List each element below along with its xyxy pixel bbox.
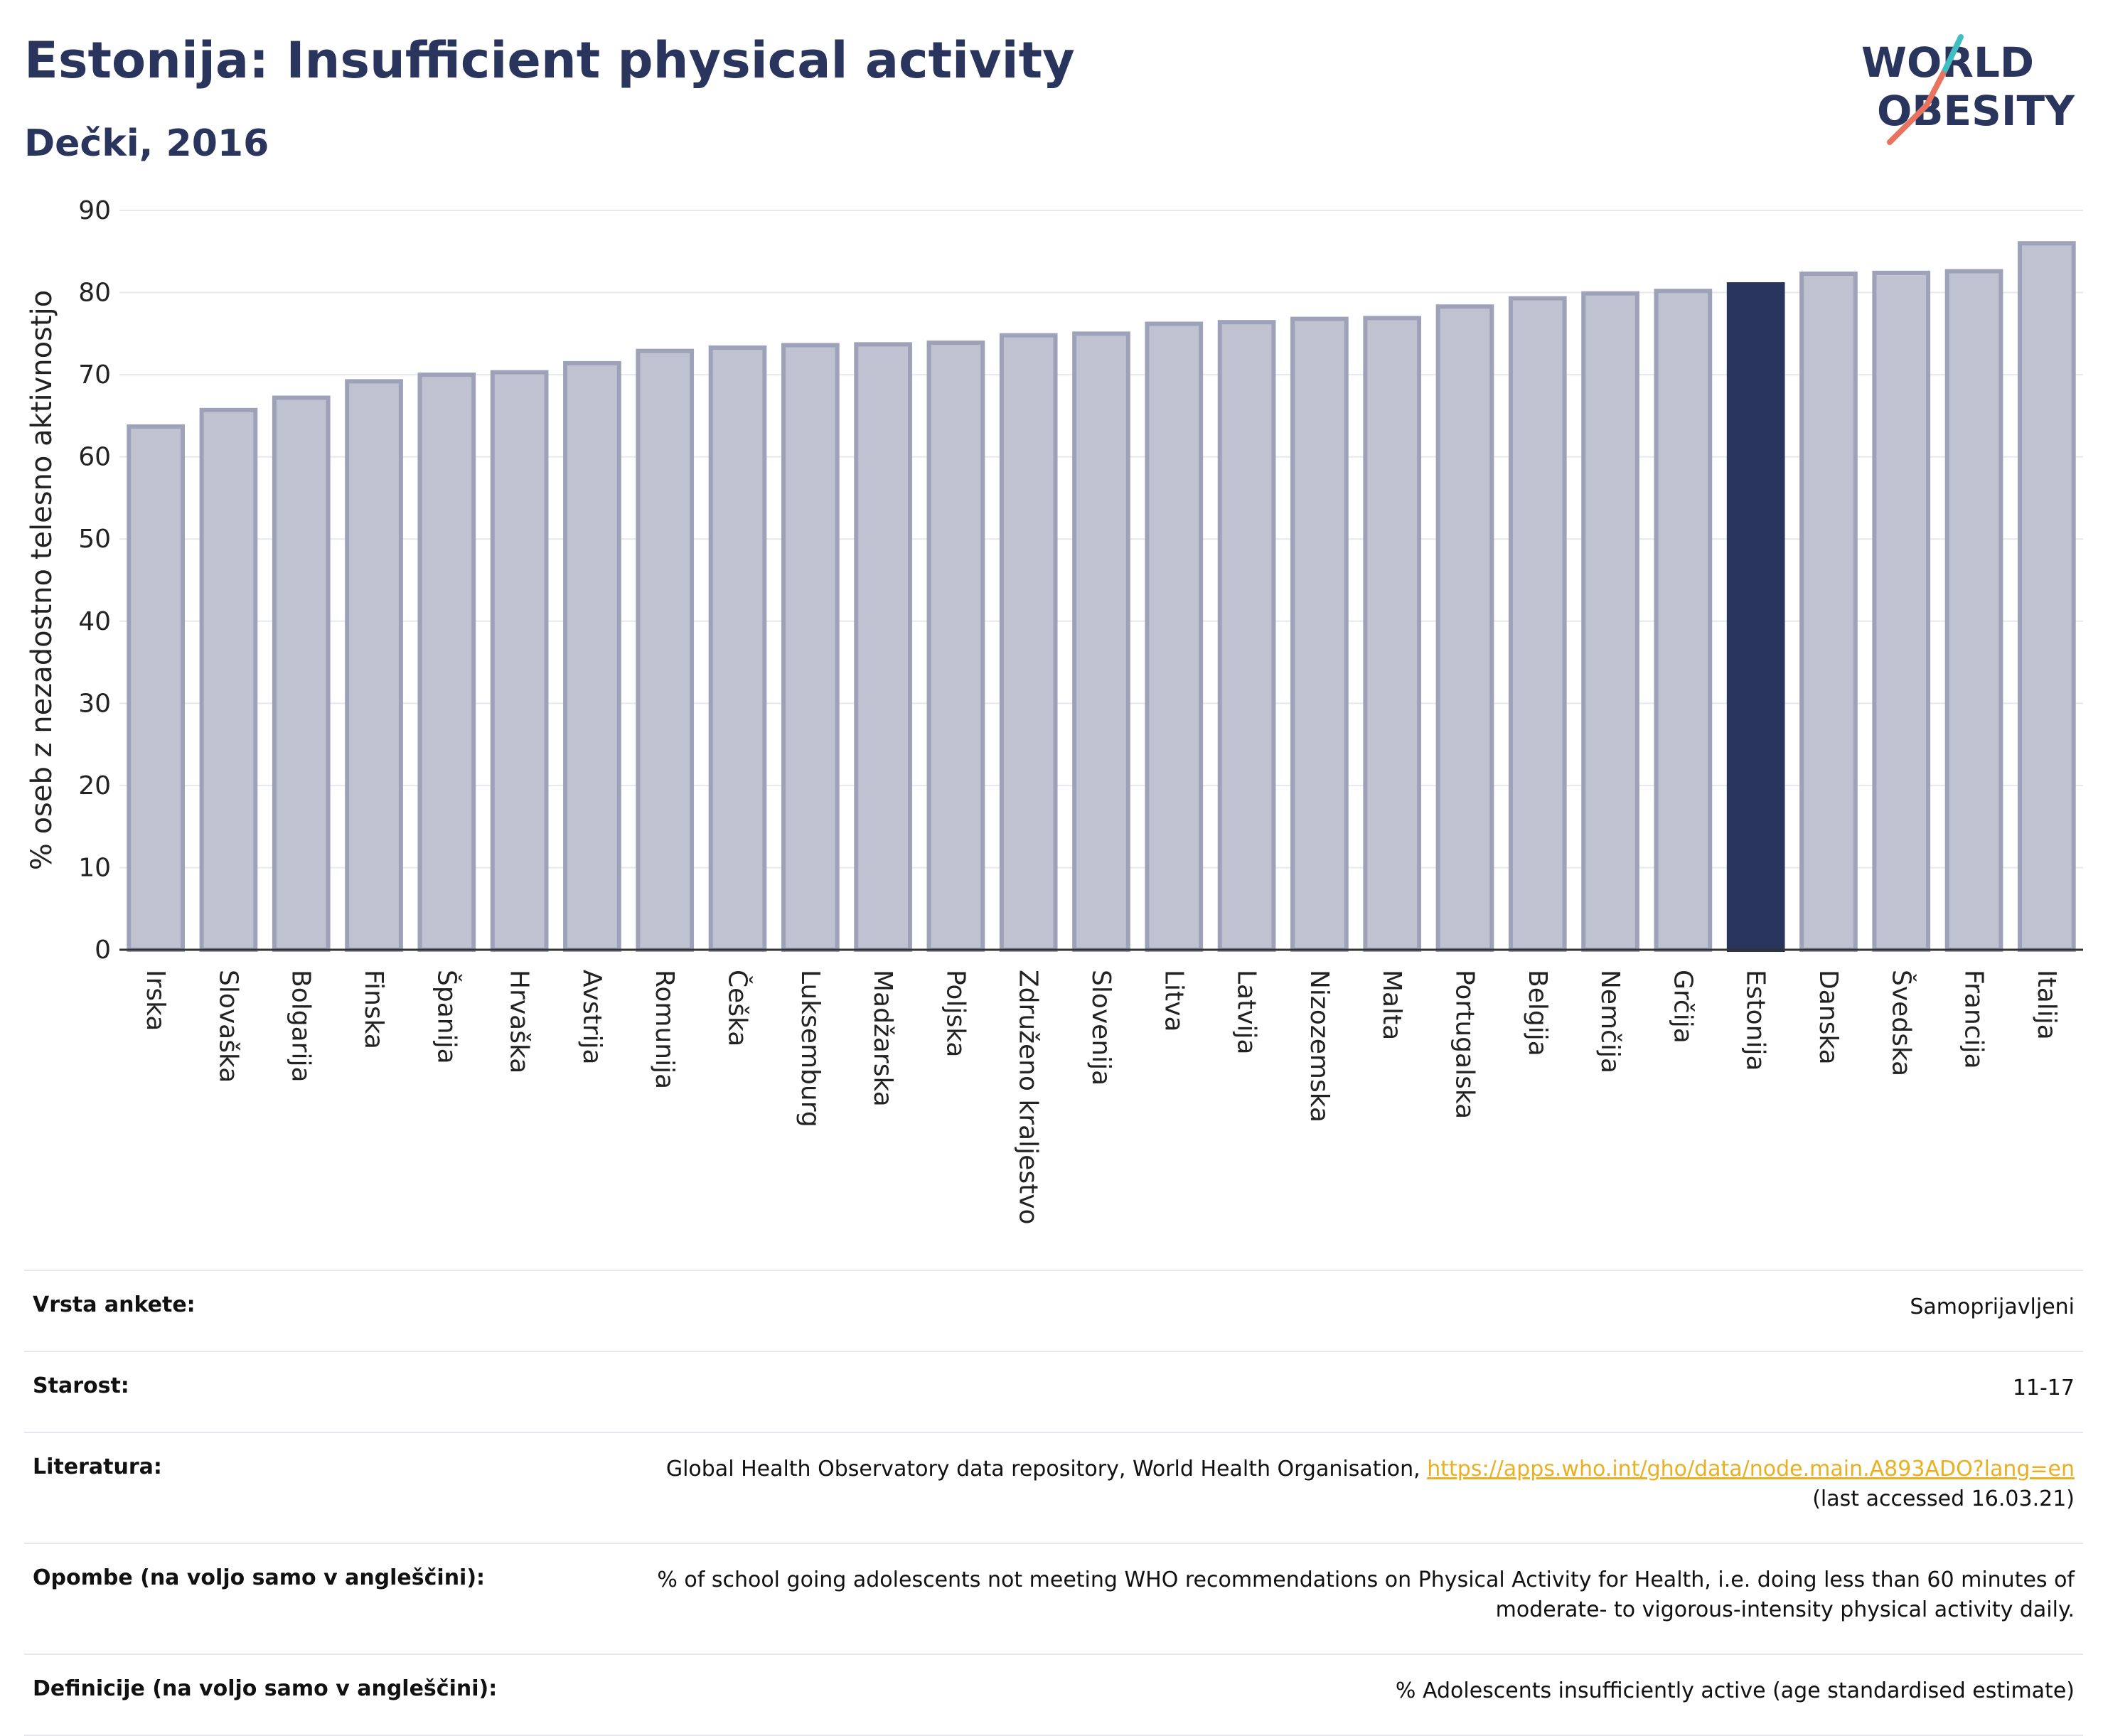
bar [1726, 282, 1785, 952]
bar [781, 343, 840, 952]
x-tick-label: Francija [1959, 970, 1989, 1069]
meta-key: Starost: [24, 1351, 539, 1433]
meta-value-2: moderate- to vigorous-intensity physical… [1495, 1597, 2075, 1622]
bar [999, 333, 1058, 952]
meta-value: Global Health Observatory data repositor… [665, 1457, 1420, 1482]
bar [1072, 331, 1130, 953]
meta-row-literature: Literatura: Global Health Observatory da… [24, 1432, 2083, 1544]
y-tick-label: 10 [78, 853, 111, 882]
bar [127, 424, 185, 952]
x-tick-label: Madžarska [868, 970, 897, 1107]
bar [1290, 316, 1349, 952]
logo-slash-coral-lower [1887, 102, 1930, 145]
bar [1508, 296, 1567, 952]
meta-key: Literatura: [24, 1432, 539, 1544]
meta-key: Opombe (na voljo samo v angleščini): [24, 1543, 539, 1655]
x-tick-label: Malta [1377, 970, 1406, 1040]
x-tick-label: Poljska [941, 970, 970, 1058]
meta-row-notes: Opombe (na voljo samo v angleščini): % o… [24, 1543, 2083, 1655]
x-tick-label: Portugalska [1450, 970, 1479, 1119]
logo-line2: OBESITY [1877, 87, 2075, 135]
bar [1363, 316, 1422, 952]
meta-row-age: Starost: 11-17 [24, 1351, 2083, 1433]
bar [636, 348, 695, 953]
x-tick-label: Avstrija [577, 970, 606, 1065]
x-tick-label: Irska [141, 970, 170, 1031]
meta-key: Definicije (na voljo samo v angleščini): [24, 1654, 539, 1736]
y-tick-label: 60 [78, 443, 111, 472]
bar [1944, 269, 2003, 952]
x-tick-label: Združeno kraljestvo [1014, 970, 1043, 1225]
bar [199, 407, 258, 952]
metadata-table: Vrsta ankete: Samoprijavljeni Starost: 1… [24, 1270, 2083, 1736]
x-tick-label: Grčija [1668, 970, 1697, 1044]
y-tick-label: 90 [78, 196, 111, 225]
world-obesity-logo: WORLD OBESITY [1861, 34, 2075, 145]
y-tick-label: 40 [78, 607, 111, 636]
x-tick-label: Estonija [1741, 970, 1770, 1071]
x-tick-label: Italija [2032, 970, 2061, 1040]
source-link[interactable]: https://apps.who.int/gho/data/node.main.… [1427, 1457, 2075, 1482]
bar [345, 379, 403, 952]
bar [926, 341, 985, 952]
y-tick-label: 0 [95, 936, 111, 965]
y-axis-title: % oseb z nezadostno telesno aktivnostjo [26, 290, 58, 870]
x-tick-label: Slovenija [1086, 970, 1115, 1086]
meta-value: % of school going adolescents not meetin… [657, 1568, 2075, 1592]
logo-slash-coral [1924, 67, 1948, 108]
bar [708, 345, 767, 952]
bar [1799, 271, 1858, 952]
x-tick-label: Slovaška [213, 970, 242, 1083]
logo-slash-teal [1942, 34, 1964, 73]
x-tick-label: Nemčija [1595, 970, 1625, 1073]
meta-row-definitions: Definicije (na voljo samo v angleščini):… [24, 1654, 2083, 1736]
x-tick-label: Švedska [1886, 970, 1916, 1076]
x-tick-label: Latvija [1232, 970, 1261, 1055]
meta-value: Samoprijavljeni [539, 1270, 2083, 1352]
y-tick-label: 20 [78, 771, 111, 800]
bar [1581, 291, 1639, 952]
x-tick-label: Danska [1814, 970, 1843, 1065]
x-tick-label: Španija [432, 970, 461, 1064]
x-tick-label: Hrvaška [505, 970, 534, 1073]
x-tick-label: Litva [1159, 970, 1188, 1032]
bar [490, 370, 549, 952]
bar [2018, 241, 2076, 952]
meta-value: % Adolescents insufficiently active (age… [539, 1654, 2083, 1736]
bar [1872, 270, 1931, 953]
bar [1145, 321, 1204, 952]
page-title: Estonija: Insufficient physical activity [24, 31, 1075, 90]
x-tick-label: Češka [723, 970, 753, 1046]
y-tick-label: 80 [78, 279, 111, 308]
bar [272, 395, 331, 952]
y-tick-label: 50 [78, 525, 111, 554]
meta-key: Vrsta ankete: [24, 1270, 539, 1352]
meta-value: 11-17 [539, 1351, 2083, 1433]
y-tick-label: 70 [78, 360, 111, 390]
page-subtitle: Dečki, 2016 [24, 122, 269, 165]
meta-value-2: (last accessed 16.03.21) [1812, 1486, 2075, 1511]
bar [1217, 320, 1276, 952]
x-tick-label: Nizozemska [1305, 970, 1334, 1122]
x-tick-label: Belgija [1523, 970, 1552, 1056]
bar-chart: 0 10 20 30 40 50 60 70 80 90 % oseb z nezadostno t… [26, 196, 2083, 1225]
bar [563, 360, 621, 952]
bar [417, 373, 476, 952]
bar [1435, 304, 1494, 952]
x-tick-label: Finska [359, 970, 388, 1049]
x-tick-label: Romunija [650, 970, 679, 1089]
bar [854, 342, 912, 953]
x-tick-label: Bolgarija [287, 970, 316, 1083]
bar [1654, 289, 1713, 952]
y-tick-label: 30 [78, 689, 111, 718]
meta-row-survey-type: Vrsta ankete: Samoprijavljeni [24, 1270, 2083, 1352]
x-tick-label: Luksemburg [796, 970, 825, 1127]
